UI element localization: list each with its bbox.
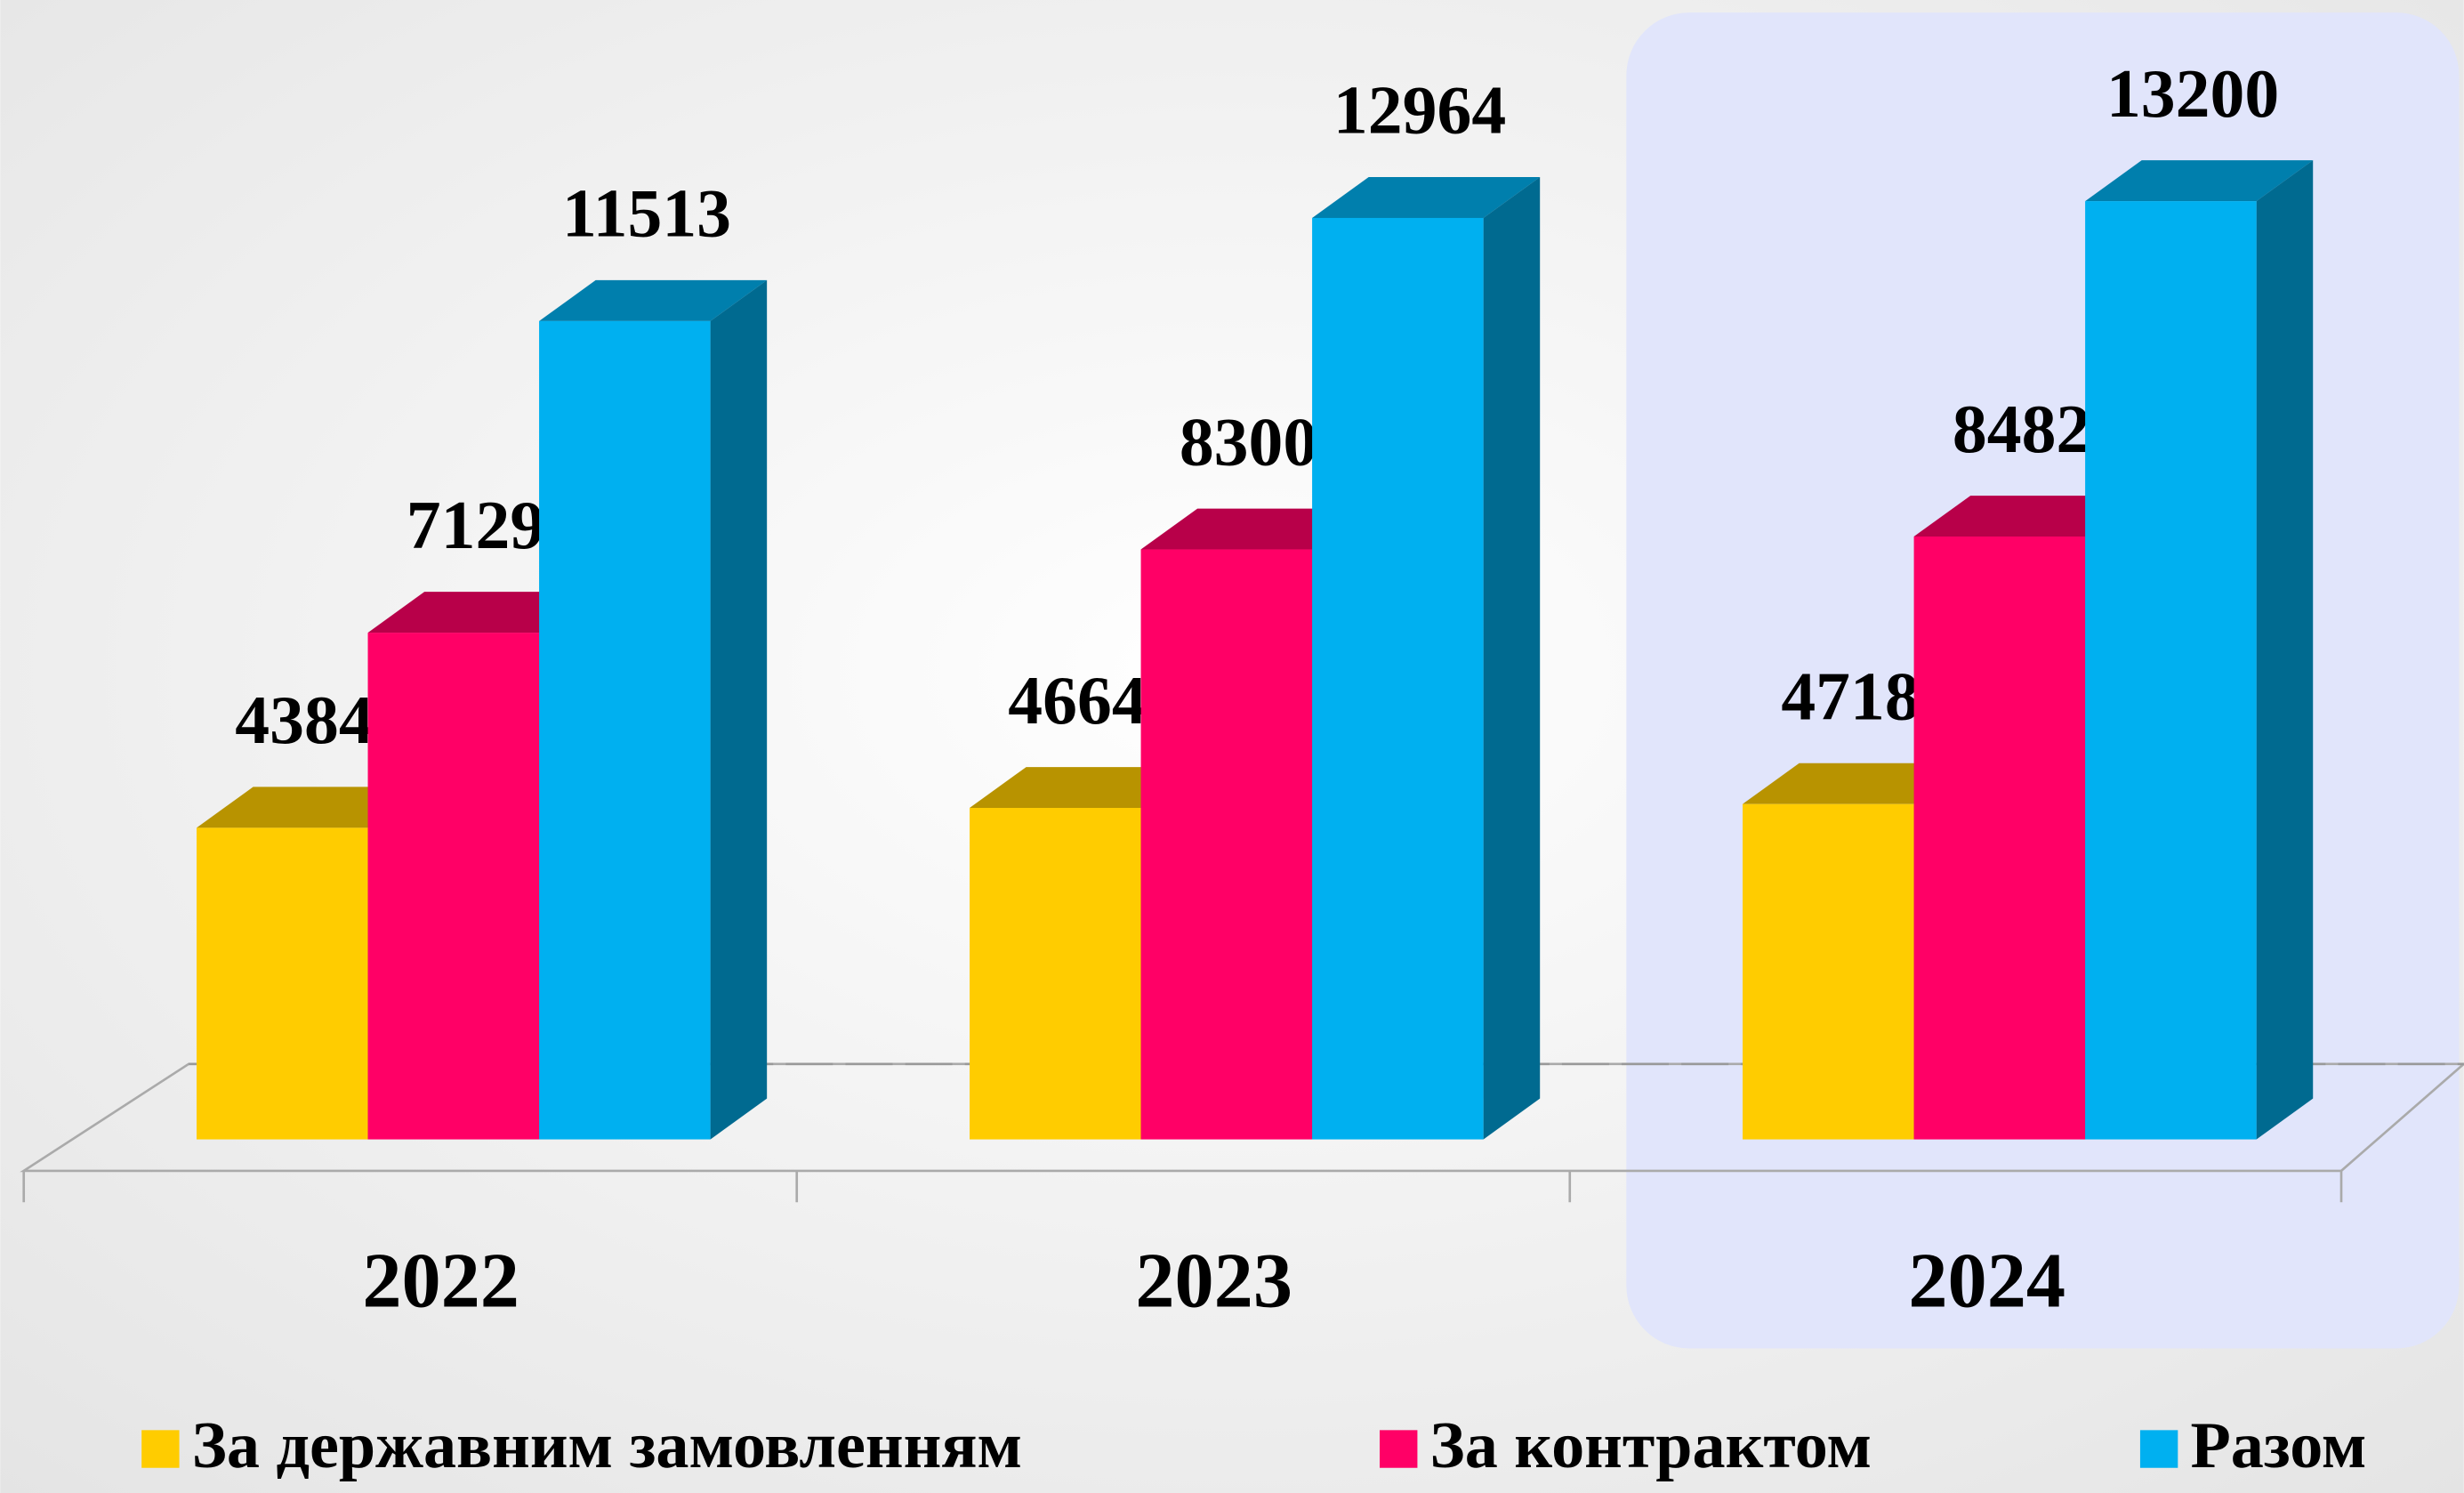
bar-front <box>1140 549 1313 1140</box>
data-label: 4718 <box>1781 658 1919 734</box>
bar-side <box>710 279 768 1140</box>
data-label: 11513 <box>562 175 731 252</box>
bar-top <box>539 279 768 321</box>
bar-front <box>1312 217 1484 1140</box>
legend-swatch <box>2139 1430 2178 1468</box>
data-label: 4664 <box>1008 662 1146 738</box>
legend-swatch <box>1380 1430 1418 1468</box>
bar-front <box>539 320 711 1140</box>
legend-label: Разом <box>2190 1409 2366 1482</box>
x-tick-label: 2024 <box>1908 1238 2065 1325</box>
legend-label: За державним замовленням <box>192 1409 1022 1482</box>
bar-side <box>1483 177 1541 1140</box>
x-tick-label: 2023 <box>1135 1238 1292 1325</box>
bar-top <box>970 767 1198 808</box>
bar-top <box>196 787 425 828</box>
data-label: 13200 <box>2106 55 2279 132</box>
legend-label: За контрактом <box>1430 1409 1872 1482</box>
bar-front <box>1743 803 1914 1140</box>
bar-top <box>1913 496 2142 537</box>
bar-top <box>1312 177 1541 218</box>
bar-top <box>1743 763 1971 804</box>
x-tick-label: 2022 <box>362 1238 519 1325</box>
data-label: 8300 <box>1180 403 1317 480</box>
bar-top <box>2085 160 2314 202</box>
plot: 2022 4384 7129 11513 2023 4664 8300 12964 2024 47… <box>141 55 2366 1482</box>
bar-front <box>1913 536 2086 1140</box>
bar-front <box>196 827 368 1140</box>
bar-front <box>2085 201 2257 1140</box>
bar-top <box>367 592 596 634</box>
data-label: 7129 <box>407 487 544 563</box>
bar-front <box>970 807 1141 1140</box>
data-label: 12964 <box>1333 72 1506 149</box>
bar <box>2085 160 2314 1140</box>
bar <box>1312 177 1541 1140</box>
bar-side <box>2256 160 2314 1140</box>
bar <box>539 279 768 1140</box>
bar-top <box>1140 508 1369 550</box>
data-label: 8482 <box>1953 391 2090 467</box>
bar-front <box>367 633 540 1140</box>
data-label: 4384 <box>235 682 373 758</box>
legend-swatch <box>141 1430 180 1468</box>
